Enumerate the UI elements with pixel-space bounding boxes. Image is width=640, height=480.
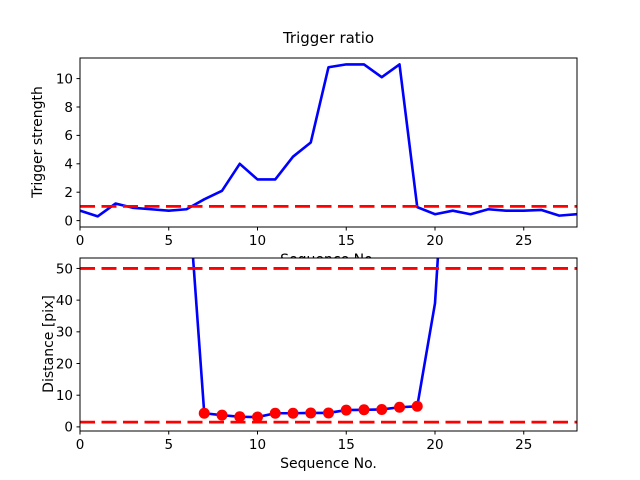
axes-0: 05101520250246810Sequence No. bbox=[56, 57, 578, 268]
x-tick-label: 20 bbox=[426, 233, 443, 249]
x-tick-label: 5 bbox=[164, 437, 173, 453]
y-tick-label: 10 bbox=[56, 388, 73, 404]
distance-marker-dot bbox=[216, 409, 228, 421]
distance-marker-dot bbox=[269, 407, 281, 419]
distance-marker-dot bbox=[305, 407, 317, 419]
x-tick-label: 10 bbox=[249, 437, 266, 453]
distance-marker-dot bbox=[394, 401, 405, 413]
x-tick-label: 10 bbox=[249, 233, 266, 249]
y-tick-label: 6 bbox=[64, 128, 73, 144]
y-tick-label: 40 bbox=[56, 293, 73, 309]
y-tick-label: 4 bbox=[64, 157, 73, 173]
distance-marker-dot bbox=[358, 404, 370, 416]
trigger-strength-line bbox=[80, 63, 577, 218]
distance-marker-dot bbox=[234, 411, 246, 423]
axes-background bbox=[80, 58, 577, 227]
y-tick-label: 20 bbox=[56, 356, 73, 372]
x-tick-label: 15 bbox=[338, 437, 355, 453]
y-tick-label: 0 bbox=[64, 420, 73, 436]
y-tick-label: 50 bbox=[56, 261, 73, 277]
distance-marker-dot bbox=[376, 403, 388, 415]
x-tick-label: 20 bbox=[426, 437, 443, 453]
distance-marker-dot bbox=[252, 411, 263, 423]
x-tick-label: 15 bbox=[338, 233, 355, 249]
y-tick-label: 0 bbox=[64, 213, 73, 229]
x-tick-label: 5 bbox=[164, 233, 173, 249]
y-tick-label: 2 bbox=[64, 185, 73, 201]
axes-1: 0 5 10 15 20 25 0 10 20 30 40 50 Sequence No. bbox=[56, 257, 578, 472]
axes-background bbox=[80, 258, 577, 431]
distance-line bbox=[191, 258, 440, 419]
x-tick-label: 25 bbox=[515, 233, 532, 249]
y-tick-label: 30 bbox=[56, 325, 73, 341]
y-tick-label: 10 bbox=[56, 71, 73, 87]
distance-marker-dot bbox=[411, 400, 423, 412]
axes-frame bbox=[79, 57, 578, 228]
y-tick-label: 8 bbox=[64, 100, 73, 116]
distance-marker-dot bbox=[198, 407, 210, 419]
x-tick-label: 25 bbox=[515, 437, 532, 453]
distance-marker-dot bbox=[287, 407, 299, 419]
distance-marker-dot bbox=[323, 407, 334, 419]
x-axis-label: Sequence No. bbox=[280, 456, 377, 472]
axes-frame bbox=[79, 257, 578, 432]
distance-marker-dot bbox=[340, 404, 352, 416]
x-tick-label: 0 bbox=[76, 437, 85, 453]
x-tick-label: 0 bbox=[76, 233, 85, 249]
